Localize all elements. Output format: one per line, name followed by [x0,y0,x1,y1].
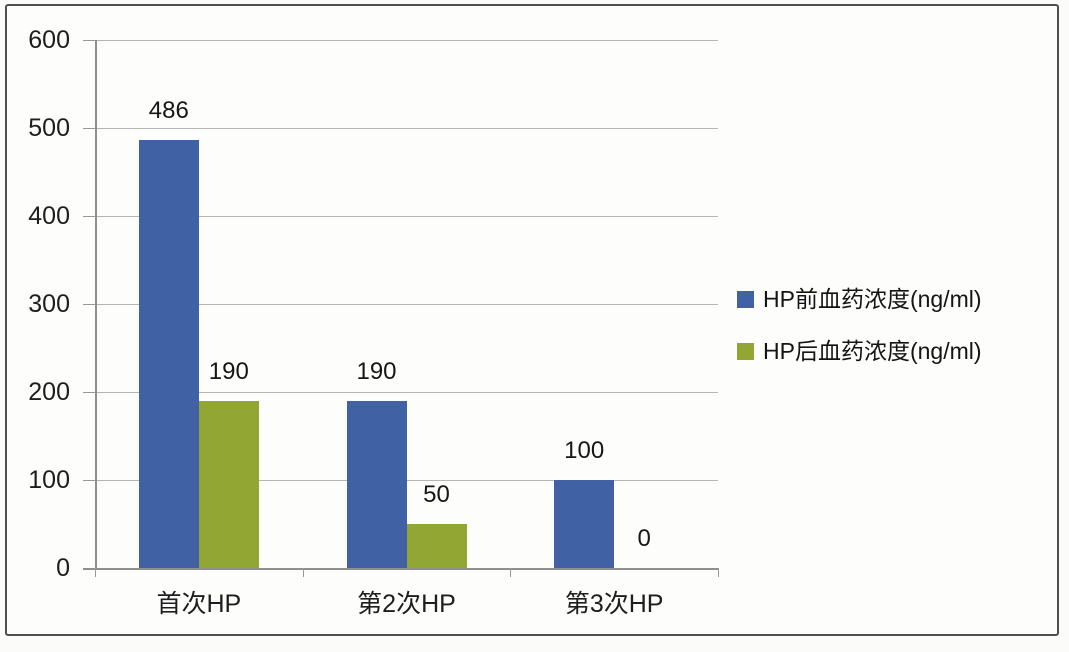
y-axis-tick-label-100: 100 [28,466,70,494]
gridline-y-300 [95,304,718,305]
y-axis-tick-100 [83,480,95,481]
value-label-series-2-cat-1: 190 [208,357,249,385]
gridline-y-400 [95,216,718,217]
value-label-series-1-cat-3: 100 [564,437,605,464]
y-axis-tick-label-500: 500 [28,114,70,142]
x-category-label-3: 第3次HP [564,590,664,618]
y-axis-tick-600 [83,40,95,41]
x-axis [83,568,718,570]
legend-label-series-2: HP后血药浓度(ng/ml) [763,338,982,364]
bar-series-2-cat-2 [406,524,467,568]
x-category-label-1: 首次HP [156,590,242,618]
y-axis-tick-300 [83,304,95,305]
bar-series-2-cat-1 [198,400,259,568]
y-axis-tick-label-400: 400 [28,202,70,230]
bar-series-1-cat-2 [346,400,407,568]
gridline-y-100 [95,480,718,481]
y-axis-tick-500 [83,128,95,129]
series-1-swatch-icon [737,290,754,308]
gridline-y-500 [95,128,718,129]
legend: HP前血药浓度(ng/ml) HP后血药浓度(ng/ml) [737,284,982,388]
gridline-y-200 [95,392,718,393]
x-axis-tick-0 [95,568,96,577]
legend-item-series-2: HP后血药浓度(ng/ml) [737,336,982,366]
bar-series-1-cat-3 [554,480,615,568]
legend-item-series-1: HP前血药浓度(ng/ml) [737,284,982,314]
x-category-label-2: 第2次HP [357,590,456,618]
y-axis-tick-400 [83,216,95,217]
gridline-y-600 [95,40,718,41]
y-axis-tick-200 [83,392,95,393]
y-axis-tick-label-600: 600 [28,26,70,54]
x-axis-tick-1 [302,568,304,577]
y-axis-tick-label-300: 300 [28,290,70,318]
y-axis-tick-label-0: 0 [56,554,70,582]
bar-series-1-cat-1 [138,140,199,568]
value-label-series-1-cat-2: 190 [356,357,397,385]
legend-label-series-1: HP前血药浓度(ng/ml) [763,286,982,312]
value-label-series-2-cat-3: 0 [637,525,651,552]
y-axis [95,40,97,568]
x-axis-tick-2 [510,568,512,577]
y-axis-tick-label-200: 200 [28,378,70,406]
value-label-series-1-cat-1: 486 [148,97,189,125]
series-2-swatch-icon [737,342,754,360]
value-label-series-2-cat-2: 50 [423,481,450,508]
x-axis-tick-3 [718,568,719,577]
